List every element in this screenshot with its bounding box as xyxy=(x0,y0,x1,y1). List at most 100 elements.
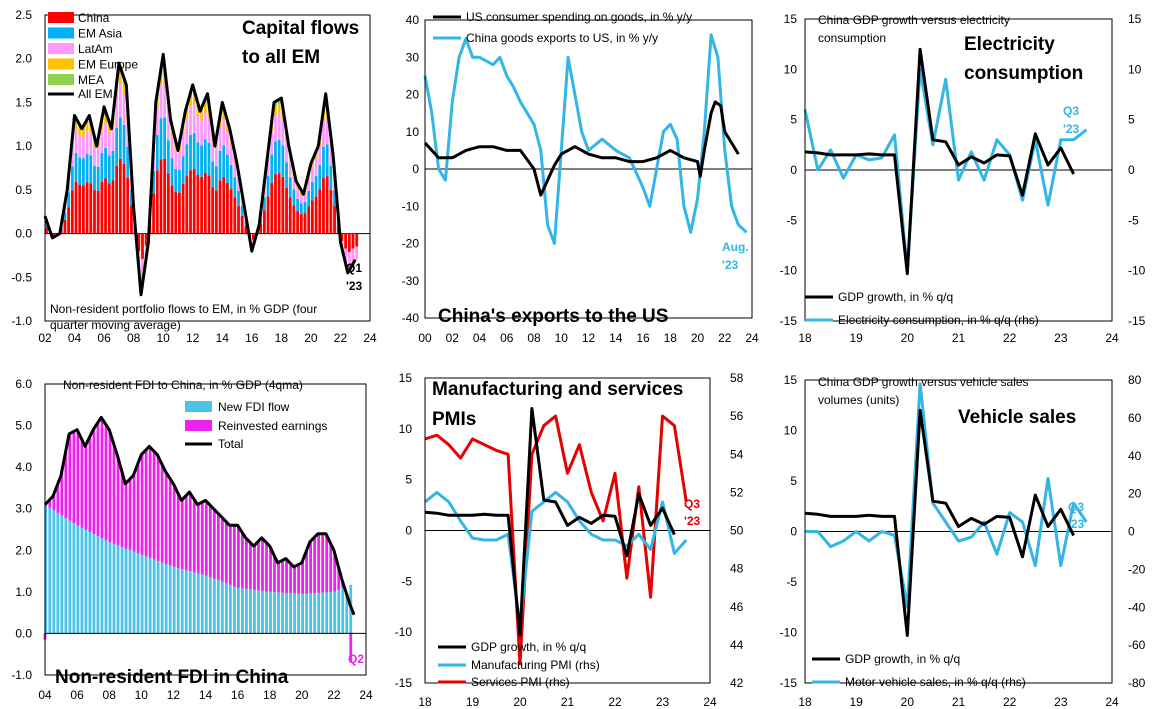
plot-frame xyxy=(44,14,371,322)
fdi-bar-new xyxy=(140,554,144,634)
flow-bar-segment xyxy=(85,182,89,234)
fdi-bar-reinvested xyxy=(277,562,280,593)
flow-bar-segment xyxy=(310,182,314,201)
legend-label: US consumer spending on goods, in % y/y xyxy=(466,10,692,24)
fdi-bar-reinvested xyxy=(68,433,72,521)
fdi-bar-reinvested xyxy=(84,444,88,530)
y-tick-label: 40 xyxy=(406,13,420,27)
flow-bar-segment xyxy=(141,258,144,285)
y2-tick-label: 56 xyxy=(730,409,744,423)
flow-bar-segment xyxy=(270,182,274,234)
fdi-bar-reinvested xyxy=(317,533,321,593)
legend-label: MEA xyxy=(78,73,104,87)
legend-label: EM Europe xyxy=(78,58,138,72)
x-tick-label: 22 xyxy=(608,695,622,709)
flow-bar-segment xyxy=(229,165,233,190)
flow-bar-segment xyxy=(78,157,82,185)
chart-note: Non-resident FDI to China, in % GDP (4qm… xyxy=(63,378,303,392)
flow-bar-segment xyxy=(203,139,207,173)
flow-bar-segment xyxy=(274,174,277,234)
y-tick-label: 10 xyxy=(784,62,798,76)
flow-bar-segment xyxy=(299,194,303,204)
y-tick-label: 0.0 xyxy=(15,626,32,640)
flow-bar-segment xyxy=(196,142,200,175)
us-spending-line xyxy=(423,100,740,197)
flow-bar-segment xyxy=(288,197,292,234)
flow-bar-segment xyxy=(329,165,333,190)
flow-bar-segment xyxy=(192,133,196,170)
flow-bar-segment xyxy=(74,152,78,182)
y-tick-label: 0 xyxy=(790,525,797,539)
flow-bar-segment xyxy=(351,233,355,249)
flow-bar-segment xyxy=(192,95,196,105)
fdi-total-line xyxy=(43,415,356,616)
fdi-bar-new xyxy=(269,591,272,634)
legend-swatch xyxy=(48,43,74,54)
y2-tick-label: 44 xyxy=(730,638,744,652)
flow-bar-segment xyxy=(274,101,277,107)
flow-bar-segment xyxy=(166,113,170,141)
flow-bar-segment xyxy=(181,183,185,234)
flow-bar-segment xyxy=(307,191,311,207)
flow-bar-segment xyxy=(93,165,96,191)
fdi-bar-reinvested xyxy=(241,532,244,589)
y-tick-label: -1.0 xyxy=(11,668,32,682)
y2-tick-label: -5 xyxy=(1128,213,1139,227)
flow-bar-segment xyxy=(111,180,115,234)
fdi-bar-new xyxy=(285,592,288,634)
x-tick-label: 24 xyxy=(363,331,377,345)
x-tick-label: 21 xyxy=(561,695,575,709)
flow-bar-segment xyxy=(322,177,325,234)
x-tick-label: 14 xyxy=(199,688,213,702)
x-tick-label: 22 xyxy=(1003,331,1017,345)
fdi-bar-new xyxy=(120,546,124,634)
flow-bar-segment xyxy=(159,85,163,119)
flow-bar-segment xyxy=(122,124,126,164)
flow-bar-segment xyxy=(226,182,229,234)
fdi-bar-new xyxy=(317,592,321,634)
legend-swatch xyxy=(185,401,212,412)
flow-bar-segment xyxy=(185,144,189,177)
fdi-bar-new xyxy=(241,588,244,634)
fdi-bar-new xyxy=(136,553,140,634)
flow-bar-segment xyxy=(118,74,122,85)
flow-bar-segment xyxy=(70,147,74,167)
x-tick-label: 19 xyxy=(466,695,480,709)
fdi-bar-new xyxy=(48,507,52,634)
y-tick-label: 15 xyxy=(399,371,413,385)
flow-bar-segment xyxy=(288,177,292,198)
fdi-bar-new xyxy=(104,540,108,634)
fdi-bar-new xyxy=(192,572,196,634)
fdi-bar-new xyxy=(228,584,232,634)
flow-bar-segment xyxy=(82,136,85,159)
fdi-bar-new xyxy=(112,543,116,634)
y2-tick-label: 50 xyxy=(730,524,744,538)
y2-tick-label: -60 xyxy=(1128,638,1146,652)
big-title: PMIs xyxy=(432,409,476,430)
y-tick-label: -40 xyxy=(402,311,420,325)
plot-frame xyxy=(804,379,1113,684)
flow-bar-segment xyxy=(122,163,126,234)
flow-bar-segment xyxy=(329,146,333,166)
big-title: Vehicle sales xyxy=(958,407,1076,428)
y2-tick-label: 0 xyxy=(1128,525,1135,539)
flow-bar-segment xyxy=(292,176,296,190)
fdi-bar-new xyxy=(309,593,313,634)
x-tick-label: 20 xyxy=(901,695,915,709)
x-tick-label: 14 xyxy=(216,331,230,345)
flow-bar-segment xyxy=(122,84,126,94)
flow-bar-segment xyxy=(170,158,174,186)
x-tick-label: 10 xyxy=(555,331,569,345)
x-tick-label: 16 xyxy=(245,331,259,345)
flow-bar-segment xyxy=(296,198,300,212)
fdi-bar-new xyxy=(116,545,120,634)
legend-label: China goods exports to US, in % y/y xyxy=(466,31,658,45)
fdi-bar-new xyxy=(60,515,64,634)
legend-label: Total xyxy=(218,437,243,451)
fdi-bar-new xyxy=(289,593,292,634)
chart-note: quarter moving average) xyxy=(50,318,181,332)
y2-tick-label: 42 xyxy=(730,676,744,690)
chart-note: China GDP growth versus vehicle sales xyxy=(818,375,1029,389)
y-tick-label: 15 xyxy=(784,373,798,387)
